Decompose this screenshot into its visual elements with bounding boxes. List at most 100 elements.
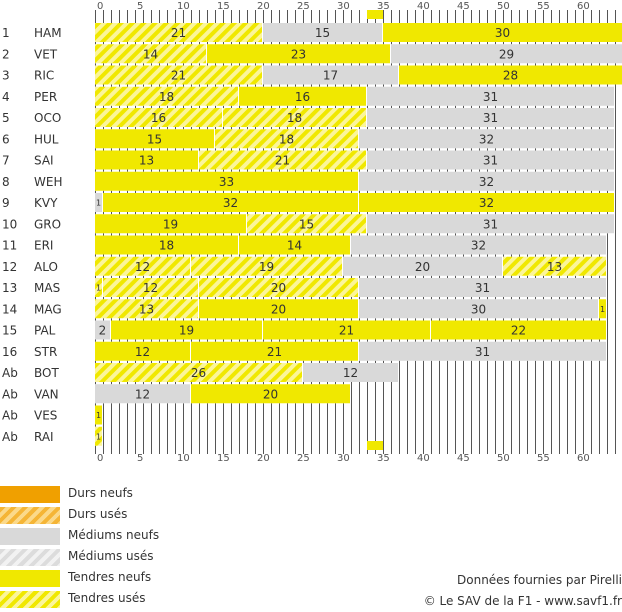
legend-swatch-medium-new	[0, 528, 60, 545]
driver-position: Ab	[2, 387, 18, 401]
x-tick-label-top: 45	[457, 1, 470, 12]
x-tick-label-bottom: 45	[457, 453, 470, 464]
driver-code: MAG	[34, 302, 62, 316]
stint-laps-label: 17	[323, 69, 338, 83]
legend-label: Tendres neufs	[68, 570, 151, 584]
lap-marker-bottom	[367, 441, 383, 450]
stint-laps-label: 21	[171, 69, 186, 83]
stint-laps-label: 20	[415, 260, 430, 274]
stint-laps-label: 18	[279, 132, 294, 146]
legend-item-medium-new: Médiums neufs	[0, 526, 300, 547]
x-tick-label-bottom: 40	[417, 453, 430, 464]
stint-laps-label: 15	[315, 26, 330, 40]
legend: Durs neufs Durs usés Médiums neufs Médiu…	[0, 484, 300, 610]
stint-laps-label: 33	[219, 175, 234, 189]
driver-position: 12	[2, 260, 17, 274]
credits: Données fournies par Pirelli © Le SAV de…	[424, 570, 622, 612]
x-tick-label-bottom: 55	[537, 453, 550, 464]
legend-item-medium-used: Médiums usés	[0, 547, 300, 568]
stint-laps-label: 30	[495, 26, 510, 40]
x-tick-label-bottom: 20	[257, 453, 270, 464]
stint-laps-label: 1	[96, 199, 101, 208]
driver-position: 3	[2, 69, 10, 83]
stint-laps-label: 1	[96, 284, 101, 293]
driver-code: ALO	[34, 260, 58, 274]
x-tick-label-top: 5	[137, 1, 143, 12]
driver-code: BOT	[34, 366, 59, 380]
driver-code: SAI	[34, 154, 54, 168]
stint-laps-label: 13	[139, 302, 154, 316]
stint-laps-label: 23	[291, 47, 306, 61]
stint-laps-label: 2	[99, 324, 107, 338]
legend-swatch-hard-used	[0, 507, 60, 524]
stint-laps-label: 20	[271, 302, 286, 316]
legend-swatch-soft-new	[0, 570, 60, 587]
stint-laps-label: 22	[511, 324, 526, 338]
stint-laps-label: 16	[151, 111, 166, 125]
legend-item-hard-used: Durs usés	[0, 505, 300, 526]
x-tick-label-bottom: 60	[577, 453, 590, 464]
legend-label: Médiums neufs	[68, 528, 159, 542]
driver-position: 13	[2, 281, 17, 295]
driver-position: 15	[2, 324, 17, 338]
driver-position: Ab	[2, 430, 18, 444]
stint-laps-label: 19	[163, 217, 178, 231]
driver-position: 6	[2, 132, 10, 146]
stint-laps-label: 31	[475, 345, 490, 359]
legend-label: Durs neufs	[68, 486, 133, 500]
driver-position: 4	[2, 90, 10, 104]
x-tick-label-bottom: 30	[337, 453, 350, 464]
stint-laps-label: 26	[191, 366, 206, 380]
driver-position: Ab	[2, 366, 18, 380]
stint-laps-label: 15	[299, 217, 314, 231]
driver-code: STR	[34, 345, 57, 359]
stint-laps-label: 31	[483, 111, 498, 125]
stint-laps-label: 31	[483, 90, 498, 104]
x-tick-label-top: 20	[257, 1, 270, 12]
x-tick-label-top: 0	[97, 1, 103, 12]
driver-position: 8	[2, 175, 10, 189]
driver-position: 14	[2, 302, 17, 316]
driver-code: HAM	[34, 26, 62, 40]
driver-code: VAN	[34, 387, 59, 401]
stint-laps-label: 13	[139, 154, 154, 168]
stint-laps-label: 20	[263, 387, 278, 401]
stint-laps-label: 18	[159, 90, 174, 104]
stint-laps-label: 20	[271, 281, 286, 295]
driver-position: 5	[2, 111, 10, 125]
driver-code: MAS	[34, 281, 60, 295]
x-tick-label-bottom: 10	[177, 453, 190, 464]
stint-laps-label: 18	[287, 111, 302, 125]
x-tick-label-top: 25	[297, 1, 310, 12]
stint-laps-label: 12	[143, 281, 158, 295]
stint-laps-label: 19	[179, 324, 194, 338]
stint-laps-label: 32	[479, 175, 494, 189]
stint-laps-label: 21	[339, 324, 354, 338]
stint-laps-label: 12	[135, 260, 150, 274]
stint-laps-label: 14	[287, 239, 302, 253]
stint-laps-label: 18	[159, 239, 174, 253]
x-tick-label-top: 40	[417, 1, 430, 12]
x-tick-label-bottom: 0	[97, 453, 103, 464]
x-tick-label-bottom: 25	[297, 453, 310, 464]
legend-label: Médiums usés	[68, 549, 154, 563]
stint-laps-label: 30	[471, 302, 486, 316]
stint-laps-label: 14	[143, 47, 158, 61]
driver-code: PER	[34, 90, 57, 104]
stint-laps-label: 31	[483, 217, 498, 231]
x-tick-label-bottom: 50	[497, 453, 510, 464]
driver-code: GRO	[34, 217, 61, 231]
stint-laps-label: 31	[483, 154, 498, 168]
driver-position: 9	[2, 196, 10, 210]
legend-swatch-soft-used	[0, 591, 60, 608]
stint-laps-label: 32	[223, 196, 238, 210]
legend-item-soft-new: Tendres neufs	[0, 568, 300, 589]
stint-laps-label: 1	[96, 411, 101, 420]
data-source-note: Données fournies par Pirelli	[424, 570, 622, 591]
stint-laps-label: 1	[600, 305, 605, 314]
driver-code: RAI	[34, 430, 54, 444]
driver-position: 16	[2, 345, 17, 359]
stint-laps-label: 21	[275, 154, 290, 168]
